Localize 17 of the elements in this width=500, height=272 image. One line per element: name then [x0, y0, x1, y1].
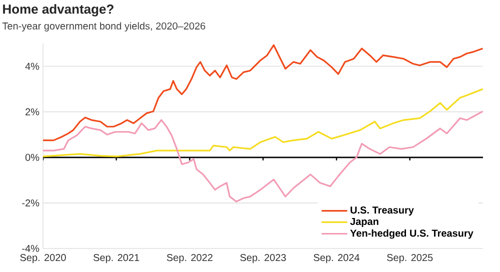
x-tick-label: Sep. 2023 — [240, 254, 286, 264]
chart-subtitle: Ten-year government bond yields, 2020–2026 — [2, 22, 206, 32]
legend-label: Japan — [350, 218, 378, 227]
x-tick-label: Sep. 2020 — [20, 254, 66, 264]
chart-title: Home advantage? — [3, 4, 114, 16]
y-tick-label: -2% — [22, 199, 40, 206]
y-tick-label: 4% — [25, 62, 40, 70]
y-tick-label: 0% — [25, 154, 40, 161]
line-series — [43, 44, 483, 142]
legend-label: Yen-hedged U.S. Treasury — [350, 229, 474, 239]
x-tick-label: Sep. 2021 — [94, 254, 140, 264]
x-tick-label: Sep. 2025 — [387, 254, 433, 264]
x-tick-label: Sep. 2024 — [314, 254, 360, 264]
x-tick-label: Sep. 2022 — [166, 254, 212, 264]
y-tick-label: 2% — [26, 108, 40, 116]
legend-label: U.S. Treasury — [350, 206, 414, 216]
y-tick-label: -4% — [22, 244, 40, 252]
